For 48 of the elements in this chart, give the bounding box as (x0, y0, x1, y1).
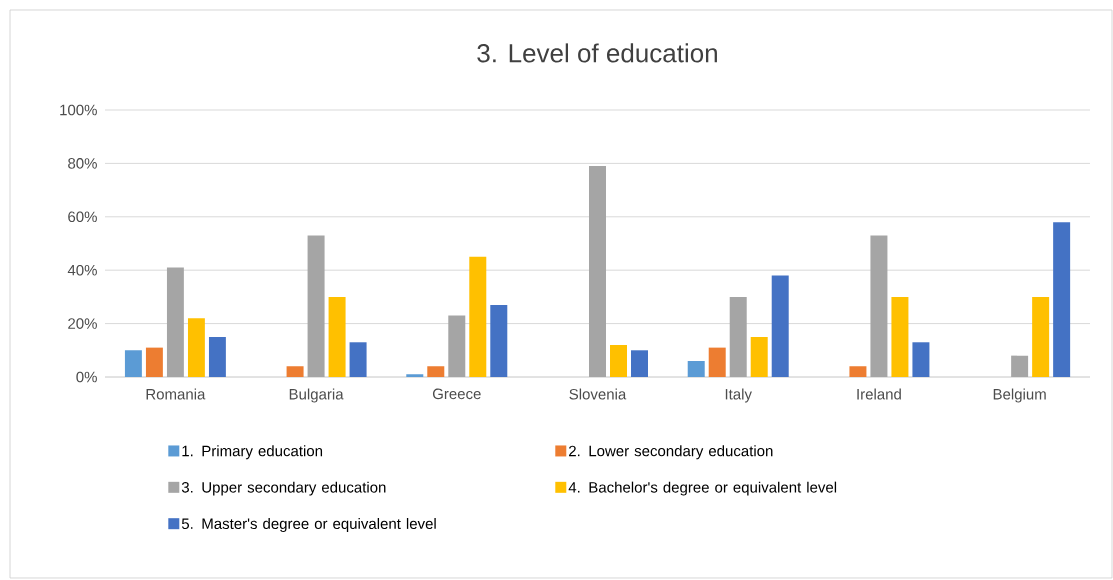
x-tick-label: Romania (146, 388, 206, 400)
bar (589, 166, 606, 377)
bar (286, 366, 304, 377)
bar (124, 350, 142, 377)
bar (750, 336, 768, 377)
legend-label: 1. Primary education (182, 445, 323, 460)
bar (145, 347, 163, 377)
bar (891, 296, 909, 377)
bar (708, 347, 726, 377)
bar (687, 360, 705, 377)
chart-title: 3. Level of education (477, 43, 717, 63)
bar (349, 342, 367, 377)
x-tick-label: Italy (725, 388, 752, 403)
y-tick-label: 40% (67, 264, 97, 276)
bar (307, 235, 325, 377)
bar (771, 275, 789, 377)
bar (490, 304, 508, 377)
y-tick-label: 20% (68, 318, 97, 329)
bar (448, 315, 466, 377)
bar (1053, 222, 1071, 377)
bar (427, 366, 445, 377)
bar (1011, 355, 1029, 377)
y-tick-label: 80% (68, 158, 97, 169)
bar (187, 318, 205, 377)
x-tick-label: Greece (432, 388, 481, 400)
legend-label: 5. Master's degree or equivalent level (181, 518, 436, 532)
bar (610, 344, 627, 377)
legend-label: 4. Bachelor's degree or equivalent level (568, 481, 837, 496)
bar (912, 342, 930, 377)
bar (406, 374, 424, 377)
bar (166, 267, 184, 377)
y-tick-label: 100% (60, 104, 97, 116)
x-tick-label: Bulgaria (289, 388, 344, 403)
bar (849, 366, 867, 377)
legend-label: 3. Upper secondary education (181, 481, 386, 496)
bar (1032, 296, 1050, 377)
legend-label: 2. Lower secondary education (569, 445, 773, 460)
x-tick-label: Slovenia (569, 388, 627, 400)
y-tick-label: 0% (76, 371, 97, 383)
bar (729, 296, 747, 377)
bar (631, 350, 648, 377)
x-tick-label: Ireland (857, 388, 901, 400)
bar (870, 235, 888, 377)
y-tick-label: 60% (68, 211, 97, 223)
bar (208, 336, 226, 377)
bar (328, 296, 346, 377)
x-tick-label: Belgium (993, 388, 1046, 403)
bar (469, 256, 487, 377)
